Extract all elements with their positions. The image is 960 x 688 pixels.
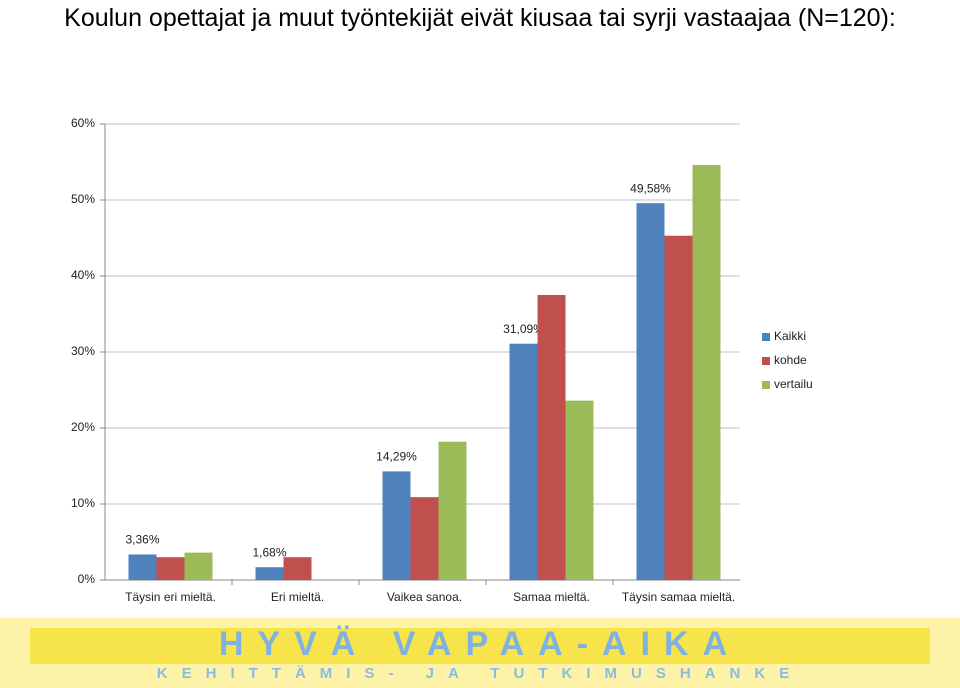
legend-label: Kaikki: [774, 329, 806, 343]
bar: [509, 343, 538, 580]
banner-subtitle: KEHITTÄMIS- JA TUTKIMUSHANKE: [157, 665, 803, 682]
bar: [184, 552, 213, 580]
data-label: 14,29%: [376, 450, 417, 464]
legend-label: kohde: [774, 353, 807, 367]
bar: [636, 203, 665, 580]
banner: HYVÄ VAPAA-AIKA KEHITTÄMIS- JA TUTKIMUSH…: [0, 618, 960, 688]
bar: [255, 567, 284, 580]
legend-label: vertailu: [774, 377, 813, 391]
bar: [537, 295, 566, 580]
x-tick-label: Täysin samaa mieltä.: [622, 590, 735, 604]
x-tick-label: Vaikea sanoa.: [387, 590, 462, 604]
bar: [156, 557, 185, 580]
bar: [565, 400, 594, 580]
bar: [410, 497, 439, 580]
y-tick-label: 30%: [71, 344, 95, 358]
chart-title: Koulun opettajat ja muut työntekijät eiv…: [64, 4, 896, 32]
legend-swatch: [762, 357, 770, 365]
x-tick-label: Samaa mieltä.: [513, 590, 590, 604]
y-tick-label: 10%: [71, 496, 95, 510]
legend-swatch: [762, 381, 770, 389]
legend-swatch: [762, 333, 770, 341]
bar: [382, 471, 411, 580]
x-tick-label: Täysin eri mieltä.: [125, 590, 216, 604]
y-tick-label: 0%: [78, 572, 96, 586]
data-label: 1,68%: [252, 545, 286, 559]
y-tick-label: 40%: [71, 268, 95, 282]
bar: [664, 235, 693, 580]
bar: [692, 165, 721, 581]
data-label: 49,58%: [630, 181, 671, 195]
data-label: 3,36%: [125, 533, 159, 547]
data-label: 31,09%: [503, 322, 544, 336]
banner-stripe: [30, 628, 930, 664]
y-tick-label: 20%: [71, 420, 95, 434]
x-tick-label: Eri mieltä.: [271, 590, 324, 604]
banner-logo: HYVÄ VAPAA-AIKA: [219, 625, 741, 663]
bar: [128, 554, 157, 580]
bar: [438, 441, 467, 580]
y-tick-label: 60%: [71, 116, 95, 130]
bar: [283, 557, 312, 580]
y-tick-label: 50%: [71, 192, 95, 206]
